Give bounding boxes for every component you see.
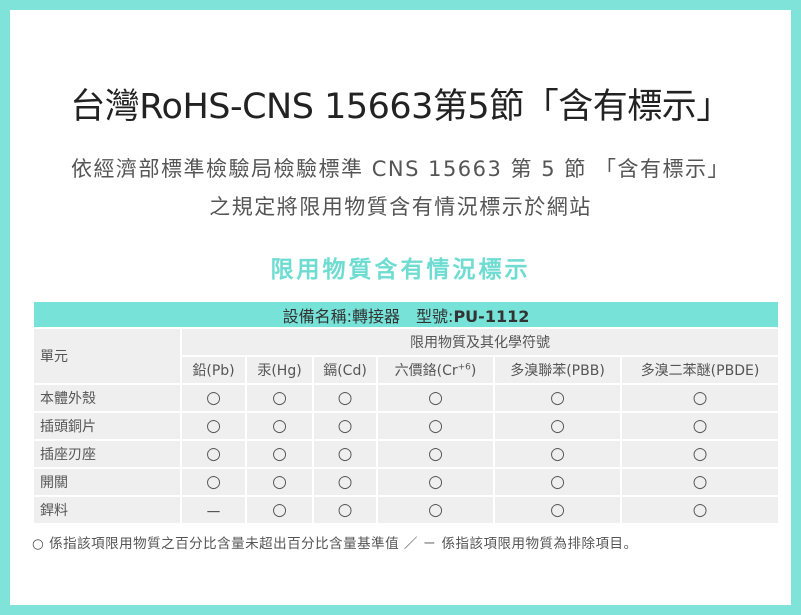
table-row: 插座刃座 ○ ○ ○ ○ ○ ○ [32, 439, 780, 469]
value-cell: ○ [376, 383, 495, 413]
value-cell: ○ [493, 439, 622, 469]
column-header: 多溴二苯醚(PBDE) [620, 355, 780, 385]
table-row: 開關 ○ ○ ○ ○ ○ ○ [32, 467, 780, 497]
value-cell: ○ [245, 411, 314, 441]
value-cell: ○ [180, 411, 247, 441]
column-header: 鎘(Cd) [312, 355, 378, 385]
value-cell: ○ [620, 439, 780, 469]
value-cell: ○ [620, 467, 780, 497]
value-cell: ○ [245, 467, 314, 497]
column-header: 六價鉻(Cr+6) [376, 355, 495, 385]
value-cell: ○ [180, 383, 247, 413]
unit-cell: 插頭銅片 [32, 411, 182, 441]
value-cell: ○ [312, 411, 378, 441]
table-row: 本體外殼 ○ ○ ○ ○ ○ ○ [32, 383, 780, 413]
value-cell: ○ [245, 383, 314, 413]
value-cell: ○ [245, 495, 314, 525]
value-cell: ○ [620, 383, 780, 413]
value-cell: ○ [493, 411, 622, 441]
value-cell: ○ [376, 467, 495, 497]
column-header: 鉛(Pb) [180, 355, 247, 385]
value-cell: ○ [312, 495, 378, 525]
unit-header: 單元 [32, 327, 182, 385]
value-cell: ○ [180, 467, 247, 497]
value-cell: ○ [620, 495, 780, 525]
value-cell: ○ [493, 467, 622, 497]
legend-note: ○ 係指該項限用物質之百分比含量未超出百分比含量基準值 ／ － 係指該項限用物質… [32, 536, 638, 552]
unit-cell: 插座刃座 [32, 439, 182, 469]
subtitle: 依經濟部標準檢驗局檢驗標準 CNS 15663 第 5 節 「含有標示」之規定將… [71, 157, 730, 219]
value-cell: ○ [493, 495, 622, 525]
device-header: 設備名稱:轉接器 型號:PU-1112 [32, 300, 780, 329]
table-row: 銲料－ ○ ○ ○ ○ ○ [32, 495, 780, 525]
value-cell: ○ [493, 383, 622, 413]
device-label: 設備名稱:轉接器 型號: [282, 306, 454, 326]
value-cell: ○ [376, 439, 495, 469]
table-row: 插頭銅片 ○ ○ ○ ○ ○ ○ [32, 411, 780, 441]
value-cell: ○ [245, 439, 314, 469]
model-number: PU-1112 [453, 306, 530, 326]
value-cell: ○ [376, 411, 495, 441]
rohs-table: 設備名稱:轉接器 型號:PU-1112 單元 限用物質及其化學符號 鉛(Pb) … [32, 300, 780, 525]
unit-cell: 本體外殼 [32, 383, 182, 413]
section-title: 限用物質含有情況標示 [270, 257, 531, 283]
page-title: 台灣RoHS-CNS 15663第5節「含有標示」 [70, 87, 731, 127]
value-cell: ○ [180, 439, 247, 469]
value-cell: ○ [620, 411, 780, 441]
value-cell: － [180, 495, 247, 525]
group-header: 限用物質及其化學符號 [180, 327, 780, 357]
column-header: 多溴聯苯(PBB) [493, 355, 622, 385]
column-header: 汞(Hg) [245, 355, 314, 385]
value-cell: ○ [312, 439, 378, 469]
value-cell: ○ [376, 495, 495, 525]
value-cell: ○ [312, 383, 378, 413]
unit-cell: 銲料 [32, 495, 182, 525]
value-cell: ○ [312, 467, 378, 497]
unit-cell: 開關 [32, 467, 182, 497]
